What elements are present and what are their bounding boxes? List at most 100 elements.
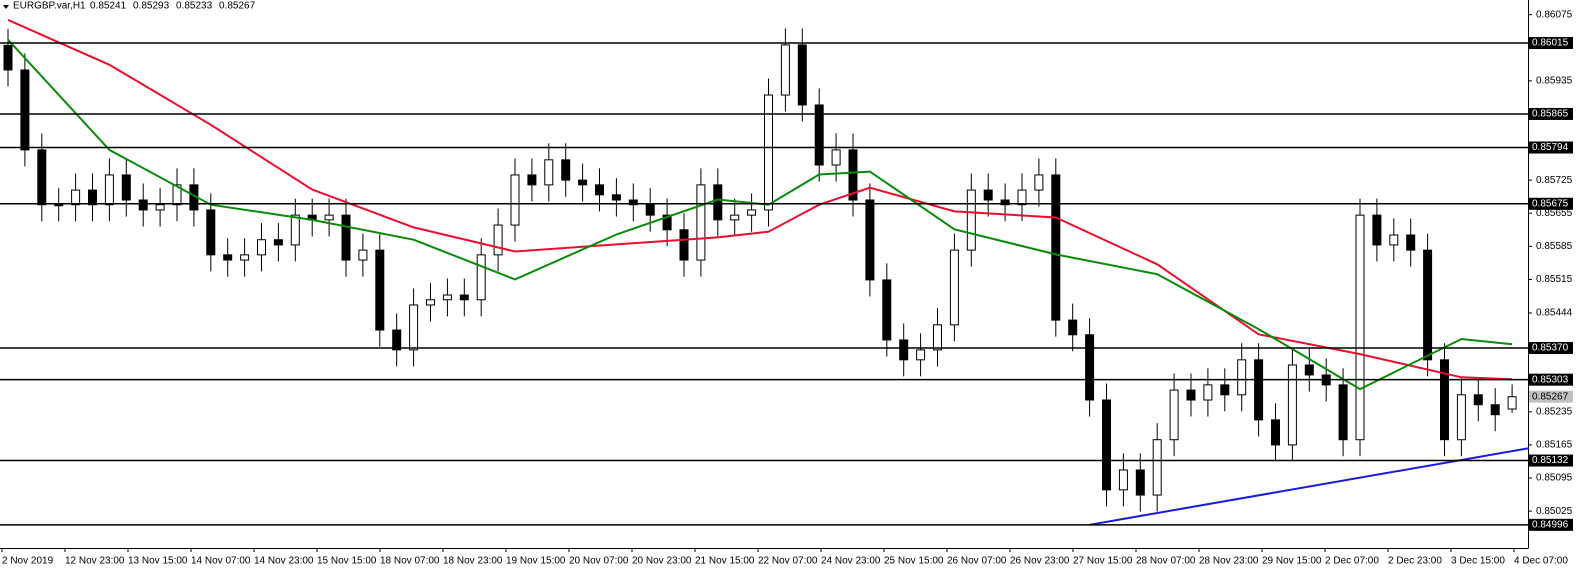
candle-body — [983, 189, 993, 201]
candle-body — [1017, 189, 1027, 206]
candle-body — [1152, 439, 1162, 496]
candle-body — [1389, 234, 1399, 246]
x-tick-label: 20 Nov 23:00 — [632, 556, 692, 567]
candle-body — [1406, 234, 1416, 251]
x-tick-label: 18 Nov 23:00 — [443, 556, 503, 567]
candle-body — [324, 214, 334, 221]
symbol: EURGBP.var,H1 — [13, 1, 86, 12]
candle-body — [544, 159, 554, 186]
candle-body — [71, 189, 81, 206]
header-quote: 0.85267 — [219, 1, 256, 12]
candle-body — [155, 204, 165, 211]
candle-body — [290, 214, 300, 246]
candle-body — [459, 294, 469, 301]
y-tick-label: 0.85655 — [1536, 208, 1573, 219]
candle-body — [1372, 214, 1382, 246]
candle-body — [527, 174, 537, 186]
candle-body — [1287, 364, 1297, 446]
candle-body — [1507, 396, 1517, 410]
candle-body — [223, 254, 233, 261]
candle-body — [409, 304, 419, 351]
candle-body — [3, 44, 13, 71]
candle-body — [848, 149, 858, 201]
candle-body — [273, 239, 283, 246]
candle-body — [1473, 394, 1483, 406]
level-label: 0.86015 — [1532, 38, 1569, 49]
candle-body — [37, 149, 47, 206]
menu-arrow — [3, 5, 9, 9]
candle-body — [392, 329, 402, 351]
candle-body — [1490, 404, 1500, 416]
candle-body — [814, 104, 824, 166]
level-label-bg — [1529, 373, 1573, 386]
level-label-bg — [1529, 454, 1573, 467]
candle-body — [1186, 389, 1196, 401]
candle-body — [1085, 334, 1095, 401]
candle-body — [730, 214, 740, 221]
x-tick-label: 2 Dec 23:00 — [1388, 556, 1442, 567]
candle-body — [611, 194, 621, 201]
candle-body — [628, 199, 638, 206]
candle-body — [1456, 394, 1466, 441]
x-tick-label: 25 Nov 15:00 — [884, 556, 944, 567]
candle-body — [20, 69, 30, 151]
candle-body — [54, 204, 64, 207]
y-tick-label: 0.85444 — [1536, 308, 1573, 319]
y-tick-label: 0.85585 — [1536, 241, 1573, 252]
candle-body — [240, 254, 250, 261]
header-quote: 0.85241 — [90, 1, 127, 12]
level-label-bg — [1529, 341, 1573, 354]
candle-body — [138, 199, 148, 211]
x-tick-label: 19 Nov 15:00 — [506, 556, 566, 567]
candle-body — [442, 294, 452, 301]
candle-body — [375, 249, 385, 331]
candle-body — [257, 239, 266, 256]
candle-body — [1000, 199, 1010, 206]
candle-body — [1169, 389, 1179, 441]
level-label-bg — [1529, 518, 1573, 531]
y-tick-label: 0.85165 — [1536, 440, 1573, 451]
candle-body — [206, 209, 216, 256]
y-tick-label: 0.85935 — [1536, 75, 1573, 86]
header-quote: 0.85233 — [176, 1, 213, 12]
x-tick-label: 2 Dec 07:00 — [1325, 556, 1379, 567]
candle-body — [172, 184, 182, 206]
x-tick-label: 14 Nov 23:00 — [254, 556, 314, 567]
candle-body — [933, 324, 942, 351]
candle-body — [1237, 359, 1247, 396]
candle-body — [1068, 319, 1078, 336]
current-price-bg — [1529, 390, 1573, 403]
candle-body — [764, 94, 773, 211]
y-tick-label: 0.85025 — [1536, 506, 1573, 517]
candle-body — [341, 214, 351, 261]
level-label: 0.85675 — [1532, 198, 1569, 209]
candle-body — [1102, 399, 1111, 491]
y-tick-label: 0.85095 — [1536, 473, 1573, 484]
candle-body — [865, 199, 875, 281]
x-tick-label: 29 Nov 15:00 — [1262, 556, 1322, 567]
candle-body — [358, 249, 368, 261]
candle-body — [493, 224, 503, 256]
current-price-label: 0.85267 — [1532, 391, 1569, 402]
level-label-bg — [1529, 197, 1573, 210]
candle-body — [882, 279, 892, 341]
indicator-line — [7, 18, 1513, 381]
candle-body — [104, 174, 114, 206]
candle-body — [1440, 359, 1449, 441]
x-tick-label: 3 Dec 15:00 — [1451, 556, 1505, 567]
candle-body — [476, 254, 486, 301]
x-tick-label: 26 Nov 23:00 — [1010, 556, 1070, 567]
candle-body — [966, 189, 976, 251]
candle-body — [578, 179, 588, 186]
candle-body — [1051, 174, 1061, 321]
candle-body — [1220, 384, 1230, 396]
candle-body — [1355, 214, 1365, 441]
candle-body — [426, 299, 435, 306]
candle-body — [1271, 419, 1280, 446]
y-tick-label: 0.86075 — [1536, 9, 1573, 20]
x-tick-label: 18 Nov 07:00 — [380, 556, 440, 567]
candle-body — [645, 204, 655, 216]
